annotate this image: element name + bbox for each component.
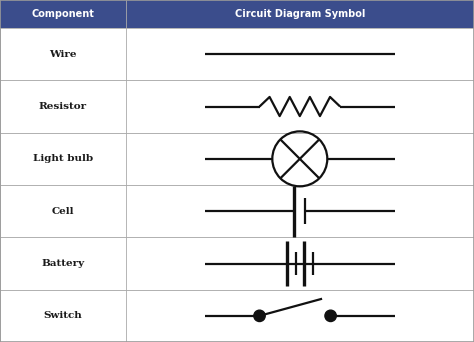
Text: Component: Component	[31, 9, 94, 19]
Bar	[0, 133, 474, 185]
Text: Cell: Cell	[52, 207, 74, 216]
Bar	[0, 290, 474, 342]
Bar	[0, 237, 474, 290]
Text: Wire: Wire	[49, 50, 77, 59]
Bar	[0, 80, 474, 133]
Text: Circuit Diagram Symbol: Circuit Diagram Symbol	[235, 9, 365, 19]
Text: Battery: Battery	[41, 259, 84, 268]
Ellipse shape	[254, 310, 265, 321]
Bar	[0, 0, 474, 28]
Bar	[0, 28, 474, 80]
Bar	[0, 185, 474, 237]
Text: Resistor: Resistor	[39, 102, 87, 111]
Text: Switch: Switch	[44, 311, 82, 320]
Text: Light bulb: Light bulb	[33, 154, 93, 163]
Ellipse shape	[325, 310, 336, 321]
